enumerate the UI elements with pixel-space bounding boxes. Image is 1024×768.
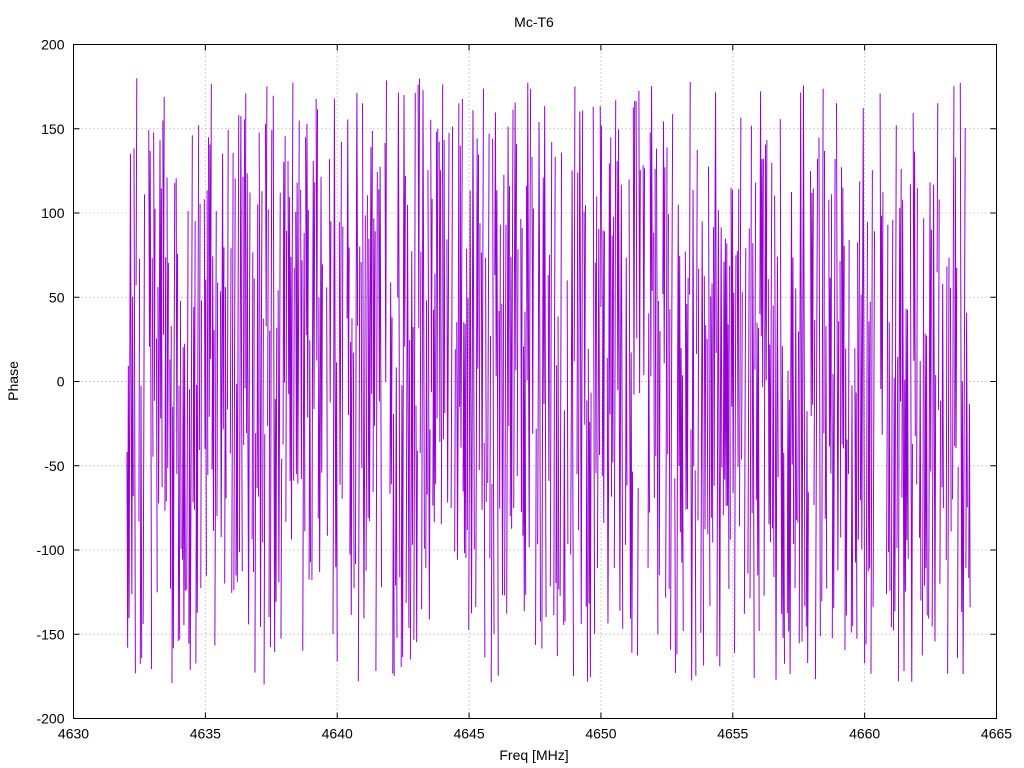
y-tick-label: -150 xyxy=(36,626,64,642)
y-tick-label: 150 xyxy=(41,121,65,137)
y-tick-label: 100 xyxy=(41,205,65,221)
y-tick-label: -50 xyxy=(44,458,64,474)
x-tick-label: 4640 xyxy=(322,726,353,742)
x-tick-label: 4650 xyxy=(585,726,616,742)
x-axis-label: Freq [MHz] xyxy=(499,747,568,763)
x-tick-label: 4630 xyxy=(58,726,89,742)
x-tick-label: 4645 xyxy=(453,726,484,742)
y-tick-label: 0 xyxy=(57,374,65,390)
y-axis-label: Phase xyxy=(5,361,21,401)
x-tick-label: 4635 xyxy=(190,726,221,742)
x-tick-label: 4660 xyxy=(849,726,880,742)
x-tick-label: 4655 xyxy=(717,726,748,742)
x-tick-label: 4665 xyxy=(981,726,1012,742)
phase-series-line xyxy=(126,78,971,685)
y-tick-label: -100 xyxy=(36,542,64,558)
series-layer xyxy=(126,78,971,685)
tick-layer: 4630 4635 4640 4645 4650 4655 4660 4665 -200 -150… xyxy=(36,37,1012,742)
chart-title: Mc-T6 xyxy=(514,14,554,30)
y-tick-label: 200 xyxy=(41,37,65,53)
y-tick-label: 50 xyxy=(49,289,65,305)
y-tick-label: -200 xyxy=(36,711,64,727)
